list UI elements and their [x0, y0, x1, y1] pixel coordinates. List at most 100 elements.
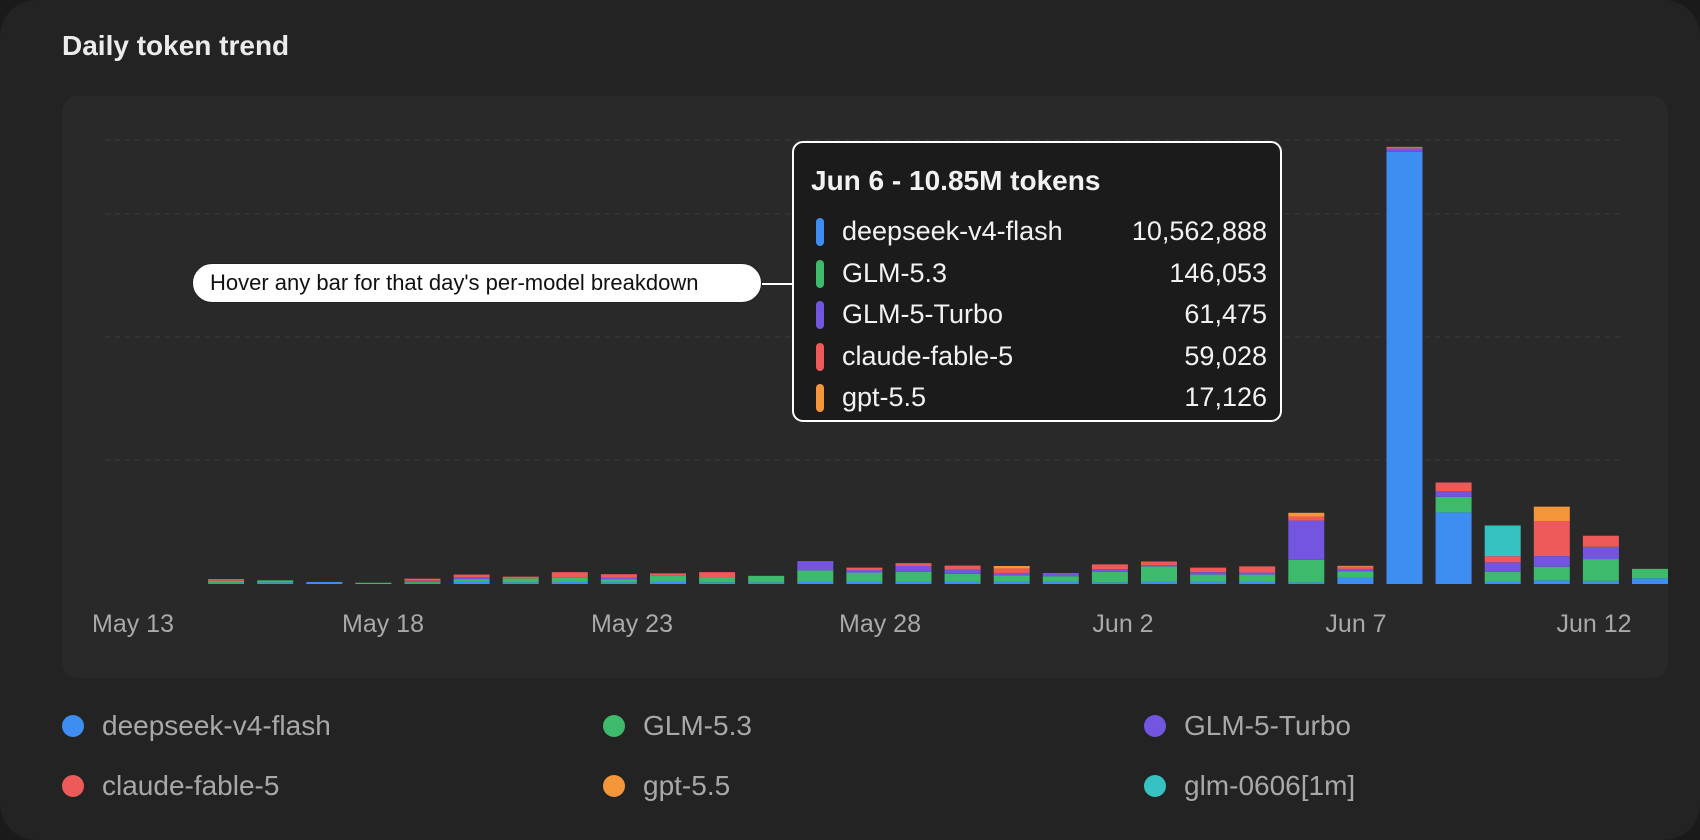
bar-stack-may-17[interactable] — [355, 582, 392, 584]
bar-segment-claude-fable-5[interactable] — [404, 578, 441, 581]
bar-segment-glm-5-turbo[interactable] — [895, 565, 932, 572]
bar-segment-glm-5-3[interactable] — [895, 571, 932, 582]
bar-segment-deepseek-v4-flash[interactable] — [1042, 581, 1079, 584]
bar-segment-deepseek-v4-flash[interactable] — [1582, 580, 1619, 584]
bar-segment-glm-5-3[interactable] — [1141, 566, 1177, 582]
bar-stack-may-18[interactable] — [404, 578, 441, 584]
bar-segment-claude-fable-5[interactable] — [1386, 146, 1423, 149]
bar-stack-jun-3[interactable] — [1190, 567, 1227, 584]
bar-segment-deepseek-v4-flash[interactable] — [600, 582, 637, 584]
bar-stack-may-27[interactable] — [846, 567, 883, 584]
bar-segment-gpt-5-5[interactable] — [1337, 565, 1374, 567]
bar-segment-glm-5-3[interactable] — [208, 580, 245, 583]
bar-segment-glm-5-3[interactable] — [1337, 571, 1374, 578]
bar-stack-may-30[interactable] — [993, 565, 1030, 584]
bar-stack-may-23[interactable] — [650, 573, 686, 584]
bar-stack-may-14[interactable] — [208, 579, 245, 584]
bar-segment-claude-fable-5[interactable] — [551, 572, 588, 578]
bar-segment-glm-5-turbo[interactable] — [1582, 546, 1619, 560]
bar-segment-deepseek-v4-flash[interactable] — [1386, 151, 1423, 584]
bar-segment-glm-5-3[interactable] — [1632, 568, 1668, 579]
bar-segment-glm-5-3[interactable] — [1582, 559, 1619, 581]
bar-stack-jun-11[interactable] — [1582, 535, 1619, 584]
bar-segment-deepseek-v4-flash[interactable] — [1141, 581, 1177, 584]
bar-stack-may-16[interactable] — [306, 581, 343, 584]
bar-segment-deepseek-v4-flash[interactable] — [1190, 581, 1227, 584]
bar-segment-deepseek-v4-flash[interactable] — [699, 582, 736, 584]
bar-segment-claude-fable-5[interactable] — [1091, 564, 1128, 570]
bar-segment-deepseek-v4-flash[interactable] — [1337, 577, 1374, 584]
bar-stack-jun-1[interactable] — [1091, 564, 1128, 584]
bar-stack-jun-10[interactable] — [1533, 506, 1570, 584]
bar-segment-claude-fable-5[interactable] — [502, 576, 539, 579]
bar-segment-claude-fable-5[interactable] — [1190, 567, 1227, 573]
bar-segment-claude-fable-5[interactable] — [1435, 482, 1472, 492]
bar-segment-glm-5-3[interactable] — [551, 577, 588, 582]
bar-stack-jun-4[interactable] — [1239, 566, 1276, 584]
bar-segment-glm-5-3[interactable] — [993, 575, 1030, 582]
bar-segment-deepseek-v4-flash[interactable] — [1239, 581, 1276, 584]
bar-segment-glm-5-turbo[interactable] — [993, 572, 1030, 576]
bar-segment-glm-5-turbo[interactable] — [944, 569, 981, 574]
bar-segment-deepseek-v4-flash[interactable] — [502, 582, 539, 584]
bar-segment-claude-fable-5[interactable] — [1288, 516, 1325, 521]
bar-segment-glm-5-3[interactable] — [404, 581, 441, 583]
bar-segment-deepseek-v4-flash[interactable] — [993, 581, 1030, 584]
bar-segment-glm-5-turbo[interactable] — [600, 577, 637, 580]
bar-stack-may-31[interactable] — [1042, 572, 1079, 584]
bar-segment-glm-5-turbo[interactable] — [453, 577, 490, 580]
bar-segment-gpt-5-5[interactable] — [1533, 506, 1570, 521]
bar-stack-may-28[interactable] — [895, 563, 932, 584]
bar-segment-deepseek-v4-flash[interactable] — [1484, 581, 1521, 584]
bar-stack-jun-6[interactable] — [1337, 565, 1374, 584]
bar-stack-may-15[interactable] — [257, 580, 294, 584]
bar-segment-claude-fable-5[interactable] — [1484, 556, 1521, 563]
bar-segment-glm-5-turbo[interactable] — [1386, 148, 1423, 152]
bar-stack-may-22[interactable] — [600, 574, 637, 584]
bar-stack-jun-5[interactable] — [1288, 512, 1325, 584]
bar-stack-may-26[interactable] — [797, 561, 834, 584]
bar-stack-jun-7[interactable] — [1386, 146, 1423, 584]
bar-segment-deepseek-v4-flash[interactable] — [895, 581, 932, 584]
bar-segment-claude-fable-5[interactable] — [650, 573, 686, 576]
bar-segment-deepseek-v4-flash[interactable] — [208, 582, 245, 584]
bar-segment-claude-fable-5[interactable] — [944, 565, 981, 570]
bar-segment-claude-fable-5[interactable] — [1141, 561, 1177, 566]
bar-segment-deepseek-v4-flash[interactable] — [306, 581, 343, 584]
bar-segment-glm-5-3[interactable] — [600, 579, 637, 583]
bar-segment-glm-5-3[interactable] — [1042, 576, 1079, 582]
bar-segment-deepseek-v4-flash[interactable] — [1091, 582, 1128, 584]
bar-segment-claude-fable-5[interactable] — [1337, 566, 1374, 569]
bar-segment-claude-fable-5[interactable] — [453, 574, 490, 578]
bar-segment-claude-fable-5[interactable] — [1533, 520, 1570, 557]
bar-segment-claude-fable-5[interactable] — [993, 568, 1030, 573]
bar-segment-glm-5-3[interactable] — [650, 575, 686, 582]
bar-segment-glm-5-turbo[interactable] — [1533, 556, 1570, 567]
bar-segment-claude-fable-5[interactable] — [1239, 566, 1276, 573]
bar-segment-deepseek-v4-flash[interactable] — [846, 581, 883, 584]
bar-segment-claude-fable-5[interactable] — [208, 579, 245, 581]
bar-segment-glm-5-3[interactable] — [944, 573, 981, 582]
bar-stack-may-21[interactable] — [551, 572, 588, 584]
bar-segment-glm-5-turbo[interactable] — [846, 570, 883, 573]
bar-segment-claude-fable-5[interactable] — [699, 572, 736, 578]
bar-stack-may-24[interactable] — [699, 572, 736, 584]
bar-stack-jun-12[interactable] — [1632, 568, 1668, 584]
bar-stack-jun-9[interactable] — [1484, 525, 1521, 584]
bar-segment-glm-0606-1m[interactable] — [1484, 525, 1521, 557]
bar-segment-glm-5-3[interactable] — [797, 570, 834, 582]
bar-stack-may-19[interactable] — [453, 574, 490, 584]
bar-segment-deepseek-v4-flash[interactable] — [404, 582, 441, 584]
bar-segment-glm-5-3[interactable] — [1484, 571, 1521, 582]
bar-stack-jun-8[interactable] — [1435, 482, 1472, 584]
bar-segment-glm-5-turbo[interactable] — [1141, 565, 1177, 567]
bar-segment-gpt-5-5[interactable] — [993, 565, 1030, 569]
bar-segment-claude-fable-5[interactable] — [600, 574, 637, 578]
bar-segment-glm-5-turbo[interactable] — [1484, 562, 1521, 572]
bar-segment-glm-5-3[interactable] — [1091, 571, 1128, 583]
bar-stack-jun-2[interactable] — [1141, 561, 1177, 584]
bar-segment-deepseek-v4-flash[interactable] — [1288, 582, 1325, 584]
bar-segment-glm-5-3[interactable] — [257, 580, 294, 583]
bar-segment-deepseek-v4-flash[interactable] — [1533, 580, 1570, 584]
bar-segment-deepseek-v4-flash[interactable] — [650, 581, 686, 584]
